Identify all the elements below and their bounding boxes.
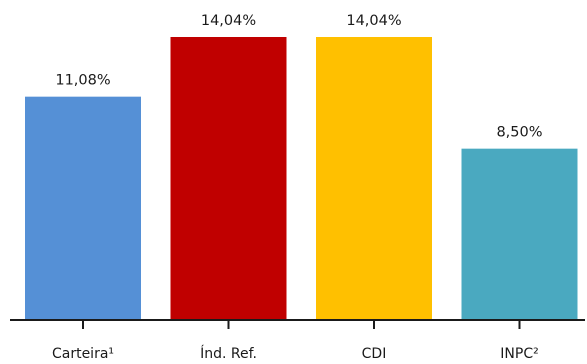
- x-tick-label-2: Índ. Ref.: [200, 345, 257, 362]
- x-ticks-group: [82, 320, 521, 329]
- bar-1: [25, 96, 141, 320]
- value-labels-group: 11,08% 14,04% 14,04% 8,50%: [55, 13, 542, 141]
- bar-4: [461, 148, 578, 320]
- bars-group: [25, 37, 578, 320]
- x-tick-label-3: CDI: [362, 346, 387, 362]
- bar-3: [316, 37, 432, 320]
- bar-2: [170, 37, 287, 320]
- x-tick-labels-group: Carteira¹ Índ. Ref. CDI INPC²: [52, 345, 539, 362]
- data-label-1: 11,08%: [55, 73, 110, 89]
- data-label-4: 8,50%: [496, 125, 542, 141]
- data-label-2: 14,04%: [201, 13, 256, 29]
- data-label-3: 14,04%: [346, 13, 401, 29]
- x-tick-label-1: Carteira¹: [52, 346, 114, 362]
- x-tick-label-4: INPC²: [500, 346, 538, 362]
